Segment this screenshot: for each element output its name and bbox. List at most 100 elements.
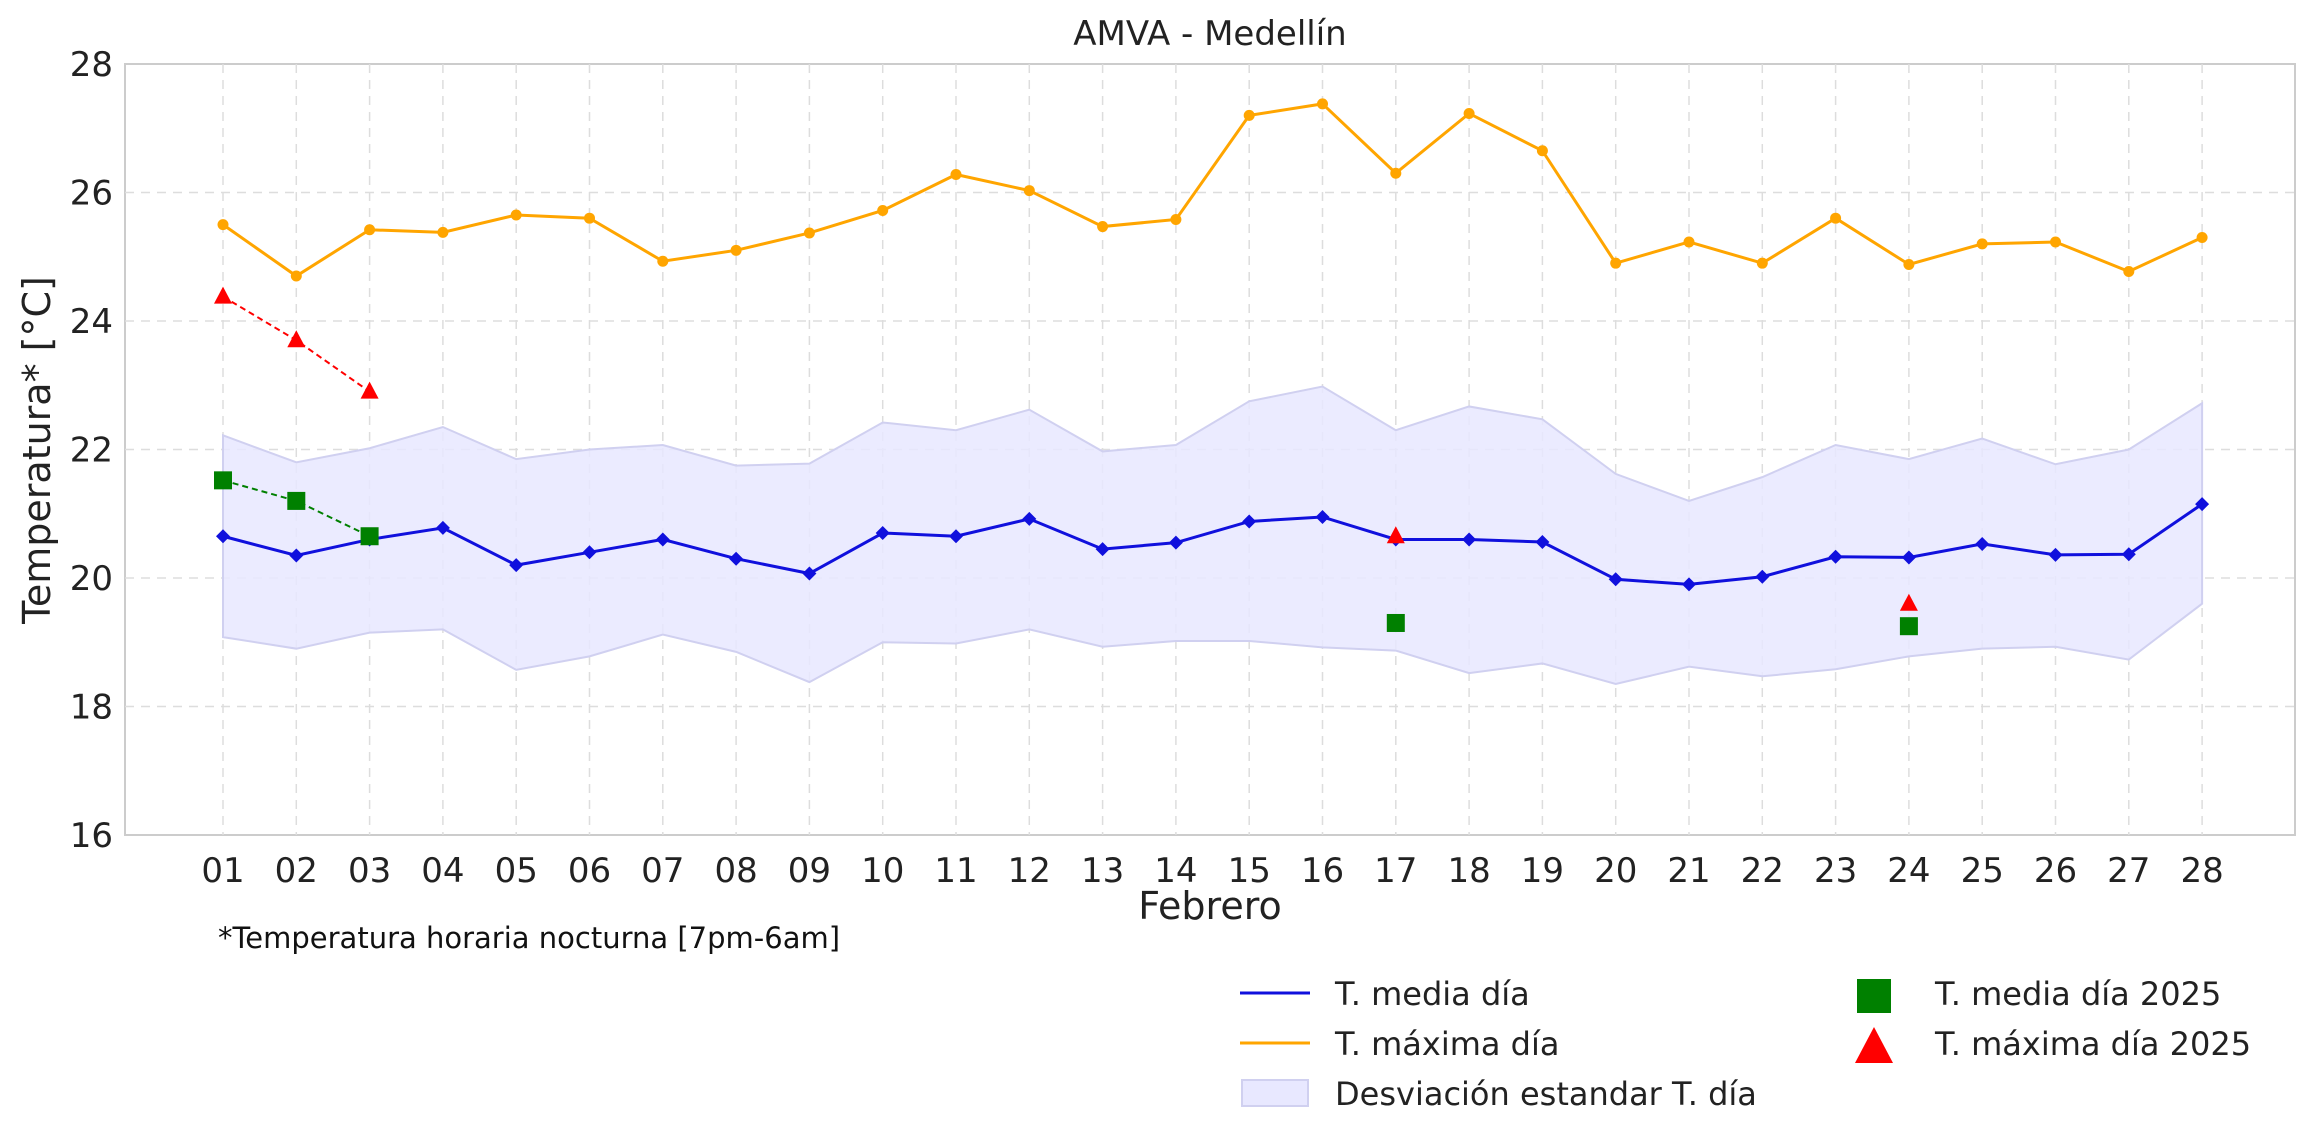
- point-mean: [1901, 550, 1916, 565]
- point-max-2025: [1899, 593, 1918, 611]
- point-max: [803, 227, 815, 239]
- point-mean-2025: [1899, 617, 1918, 636]
- legend-label-max-2025: T. máxima día 2025: [1934, 1025, 2251, 1063]
- point-mean: [1755, 569, 1770, 584]
- point-max: [1610, 257, 1622, 269]
- point-max: [1536, 145, 1548, 157]
- point-mean: [216, 529, 230, 544]
- x-tick-label: 22: [1741, 851, 1784, 891]
- point-max: [290, 270, 302, 282]
- point-mean: [1242, 514, 1257, 529]
- point-max-2025: [1386, 526, 1405, 544]
- point-mean: [1975, 536, 1990, 551]
- point-mean: [1828, 549, 1843, 564]
- x-tick-label: 10: [861, 851, 904, 891]
- chart-title: AMVA - Medellín: [1073, 14, 1346, 54]
- point-mean-2025: [214, 471, 232, 490]
- point-max: [2123, 266, 2135, 278]
- std-band-layer: [222, 385, 2204, 686]
- point-max: [2196, 231, 2208, 243]
- point-max: [1023, 185, 1035, 197]
- x-tick-label: 09: [788, 851, 831, 891]
- y-tick-label: 20: [70, 559, 113, 599]
- x-tick-label: 21: [1667, 851, 1710, 891]
- x-tick-label: 07: [641, 851, 684, 891]
- point-mean: [289, 548, 304, 563]
- point-mean: [509, 558, 524, 573]
- point-max: [510, 209, 522, 221]
- point-max-2025: [214, 286, 232, 304]
- x-tick-label: 15: [1228, 851, 1271, 891]
- point-max: [950, 169, 962, 181]
- point-max-2025: [287, 330, 306, 348]
- legend-swatch-std: [1241, 1079, 1309, 1107]
- point-max: [877, 204, 889, 216]
- x-tick-label: 18: [1447, 851, 1490, 891]
- legend: T. media día T. máxima día Desviación es…: [1240, 975, 2251, 1113]
- legend-label-mean-2025: T. media día 2025: [1934, 975, 2221, 1013]
- point-mean: [729, 551, 744, 566]
- series-line-mean: [222, 502, 2203, 586]
- x-tick-label: 05: [495, 851, 538, 891]
- point-max: [1976, 238, 1988, 250]
- point-mean: [1682, 577, 1696, 592]
- dashed-line-mean-2025: [222, 479, 371, 538]
- point-mean: [582, 545, 597, 560]
- point-mean: [1315, 509, 1330, 524]
- x-tick-label: 19: [1521, 851, 1564, 891]
- point-mean: [655, 532, 670, 547]
- x-tick-label: 26: [2034, 851, 2077, 891]
- point-max: [1097, 221, 1109, 233]
- x-tick-label: 02: [275, 851, 318, 891]
- point-max: [217, 219, 229, 231]
- x-tick-label: 23: [1814, 851, 1857, 891]
- y-tick-label: 22: [70, 431, 113, 471]
- point-mean: [802, 566, 817, 581]
- std-deviation-band: [222, 385, 2204, 686]
- point-max: [437, 226, 449, 238]
- point-max: [1683, 236, 1695, 248]
- x-axis-label: Febrero: [1138, 884, 1281, 928]
- point-mean: [2048, 547, 2063, 562]
- x-tick-label: 25: [1961, 851, 2004, 891]
- x-tick-label: 27: [2107, 851, 2150, 891]
- x-tick-label: 17: [1374, 851, 1417, 891]
- x-tick-label: 01: [201, 851, 244, 891]
- point-mean: [1462, 532, 1477, 547]
- series-line-max: [222, 102, 2203, 278]
- y-tick-label: 24: [70, 302, 113, 342]
- point-max: [1830, 212, 1842, 224]
- point-mean: [1095, 542, 1110, 557]
- point-mean: [1535, 535, 1550, 550]
- x-tick-label: 03: [348, 851, 391, 891]
- x-tick-label: 24: [1887, 851, 1930, 891]
- y-tick-label: 28: [70, 45, 113, 85]
- legend-swatch-max-2025: [1855, 1027, 1893, 1063]
- point-mean: [435, 520, 450, 535]
- point-max: [364, 224, 376, 236]
- x-tick-label: 16: [1301, 851, 1344, 891]
- x-tick-label: 08: [714, 851, 757, 891]
- point-max: [1317, 98, 1328, 110]
- tick-labels: 01 02 03 04 05 06 07 08 09 10 11 12 13 14 15 16 17 18 19 20…: [70, 45, 2224, 891]
- point-max: [1903, 258, 1915, 270]
- point-mean: [2121, 547, 2136, 562]
- series-markers-layer: [214, 98, 2210, 636]
- footnote: *Temperatura horaria nocturna [7pm-6am]: [218, 921, 840, 955]
- x-tick-label: 14: [1154, 851, 1197, 891]
- point-mean: [949, 529, 963, 544]
- legend-label-mean: T. media día: [1334, 975, 1530, 1013]
- point-max: [1243, 109, 1255, 121]
- point-mean: [875, 526, 890, 541]
- point-max: [1463, 107, 1475, 119]
- legend-swatch-mean-2025: [1857, 979, 1891, 1013]
- point-mean: [1168, 535, 1183, 550]
- x-tick-label: 11: [934, 851, 977, 891]
- x-tick-label: 06: [568, 851, 611, 891]
- x-tick-label: 13: [1081, 851, 1124, 891]
- x-tick-label: 12: [1008, 851, 1051, 891]
- legend-label-max: T. máxima día: [1334, 1025, 1559, 1063]
- point-mean: [1022, 511, 1037, 526]
- point-max-2025: [360, 381, 379, 399]
